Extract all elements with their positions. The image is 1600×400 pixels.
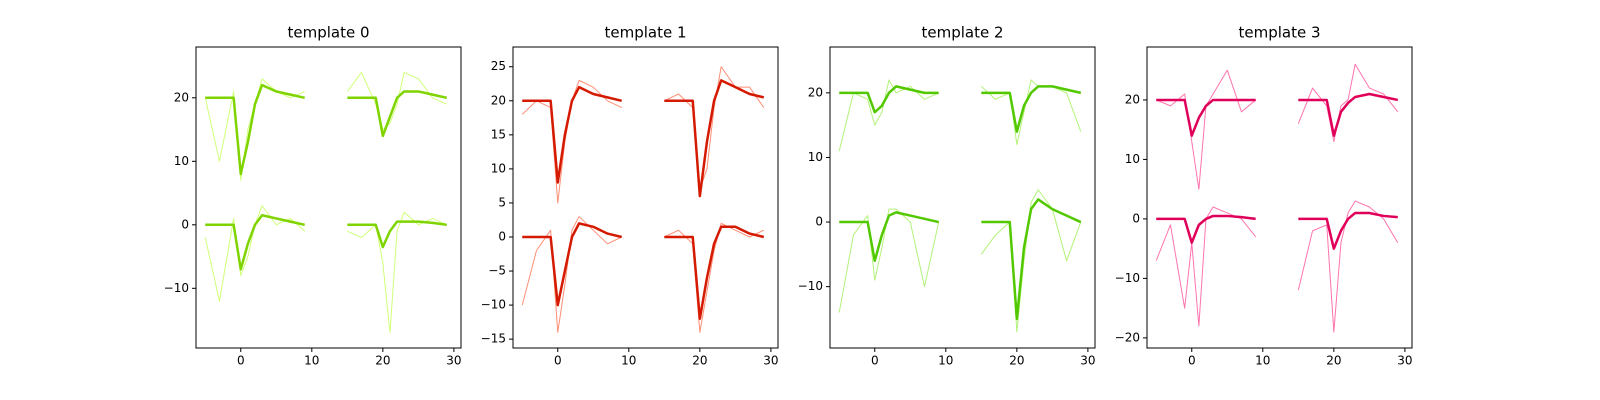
- y-tick-label: 5: [498, 195, 506, 209]
- lines: [838, 79, 1082, 333]
- y-tick-label: 10: [491, 161, 506, 175]
- trace: [981, 85, 1082, 133]
- trace: [1156, 69, 1257, 190]
- trace: [838, 79, 939, 152]
- subplot-title: template 3: [1238, 24, 1320, 42]
- x-tick-label: 0: [871, 354, 879, 368]
- trace: [204, 205, 306, 302]
- trace: [522, 85, 622, 184]
- trace: [664, 66, 765, 190]
- trace: [839, 211, 939, 263]
- y-tick-label: 25: [491, 59, 506, 73]
- y-tick-label: −10: [1115, 271, 1140, 285]
- lines: [204, 71, 448, 334]
- y-tick-label: 20: [1125, 92, 1140, 106]
- lines: [521, 66, 765, 333]
- trace: [1297, 63, 1399, 143]
- trace: [1297, 200, 1399, 333]
- trace: [1155, 206, 1257, 327]
- lines: [1155, 63, 1399, 333]
- trace: [347, 211, 447, 334]
- x-tick-label: 10: [1255, 354, 1270, 368]
- trace: [664, 222, 765, 333]
- x-tick-label: 30: [446, 354, 461, 368]
- trace: [522, 222, 622, 307]
- trace: [205, 83, 305, 176]
- x-tick-label: 10: [938, 354, 953, 368]
- x-tick-label: 0: [237, 354, 245, 368]
- x-tick-label: 20: [692, 354, 707, 368]
- x-tick-label: 20: [375, 354, 390, 368]
- subplot-title: template 2: [921, 24, 1003, 42]
- x-tick-label: 30: [1080, 354, 1095, 368]
- y-tick-label: 20: [491, 93, 506, 107]
- x-tick-label: 30: [763, 354, 778, 368]
- axes-frame: [195, 46, 462, 349]
- y-tick-label: 10: [808, 150, 823, 164]
- trace: [1298, 92, 1399, 137]
- trace: [1298, 211, 1398, 250]
- y-tick-label: −15: [481, 332, 506, 346]
- y-tick-label: 10: [174, 154, 189, 168]
- y-tick-label: 20: [174, 90, 189, 104]
- axes-frame: [512, 46, 779, 349]
- subplot-title: template 1: [604, 24, 686, 42]
- trace: [1156, 98, 1256, 137]
- y-tick-label: −10: [798, 279, 823, 293]
- x-tick-label: 20: [1009, 354, 1024, 368]
- y-tick-label: 0: [815, 215, 823, 229]
- subplot: template 1 0 10 20 30 −15 −10 −5 0 5 10 15 20 25: [481, 24, 779, 368]
- trace: [346, 71, 447, 131]
- axes-frame: [829, 46, 1096, 349]
- x-tick-label: 10: [304, 354, 319, 368]
- x-tick-label: 30: [1397, 354, 1412, 368]
- subplot: template 3 0 10 20 30 −20 −10 0 10 20: [1115, 24, 1413, 368]
- y-tick-label: 0: [181, 217, 189, 231]
- x-tick-label: 0: [554, 354, 562, 368]
- subplot-title: template 0: [287, 24, 369, 42]
- trace: [839, 85, 939, 114]
- y-tick-label: 15: [491, 127, 506, 141]
- trace: [347, 220, 447, 249]
- y-tick-label: 0: [498, 229, 506, 243]
- x-tick-label: 20: [1326, 354, 1341, 368]
- y-tick-label: 0: [1132, 211, 1140, 225]
- trace: [664, 225, 765, 320]
- y-tick-label: 10: [1125, 152, 1140, 166]
- y-tick-label: −20: [1115, 330, 1140, 344]
- trace: [1156, 214, 1256, 244]
- trace: [664, 79, 765, 198]
- subplot: template 2 0 10 20 30 −10 0 10 20: [798, 24, 1096, 368]
- y-tick-label: −10: [164, 281, 189, 295]
- y-tick-label: −5: [488, 264, 506, 278]
- trace: [981, 198, 1082, 321]
- subplot: template 0 0 10 20 30 −10 0 10 20: [164, 24, 462, 368]
- trace: [347, 90, 448, 138]
- axes-frame: [1146, 46, 1413, 349]
- trace: [205, 214, 305, 271]
- trace: [980, 79, 1082, 146]
- trace: [838, 208, 940, 313]
- x-tick-label: 10: [621, 354, 636, 368]
- y-tick-label: 20: [808, 85, 823, 99]
- y-tick-label: −10: [481, 298, 506, 312]
- x-tick-label: 0: [1188, 354, 1196, 368]
